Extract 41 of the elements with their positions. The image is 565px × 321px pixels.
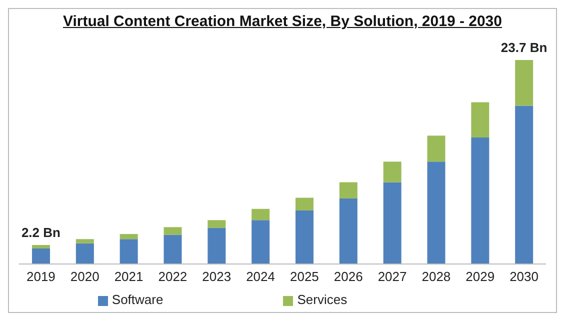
annotation: 23.7 Bn (500, 40, 548, 55)
bar (76, 243, 94, 264)
bar (515, 60, 534, 106)
x-tick-label: 2028 (422, 269, 451, 284)
bar (120, 234, 138, 240)
bar (208, 220, 226, 228)
bar (339, 182, 358, 199)
legend-label: Software (112, 292, 164, 307)
bar (164, 227, 182, 235)
bar (471, 138, 490, 264)
chart-title: Virtual Content Creation Market Size, By Solution, 2019 - 2030 (62, 13, 503, 30)
x-tick-label: 2020 (70, 269, 100, 284)
bar (120, 239, 138, 264)
x-tick-label: 2026 (334, 269, 363, 284)
bar (208, 228, 226, 264)
bar (515, 106, 534, 264)
bar (383, 162, 402, 182)
bar (427, 162, 446, 264)
bar (32, 248, 50, 264)
x-tick-label: 2025 (290, 269, 319, 284)
bar (76, 239, 94, 244)
x-tick-label: 2024 (246, 269, 276, 284)
bar (427, 136, 446, 162)
bar (252, 220, 270, 264)
x-tick-label: 2030 (510, 269, 539, 284)
x-tick-label: 2027 (378, 269, 407, 284)
bar (296, 198, 314, 211)
x-tick-label: 2022 (158, 269, 188, 284)
x-tick-label: 2021 (114, 269, 144, 284)
annotation: 2.2 Bn (21, 225, 61, 240)
bar (252, 208, 270, 220)
x-tick-label: 2029 (466, 269, 495, 284)
x-tick-label: 2023 (202, 269, 232, 284)
legend-label: Services (297, 292, 348, 307)
bar (339, 198, 358, 264)
bar (471, 102, 490, 138)
bar (32, 245, 50, 248)
bar (164, 234, 182, 264)
x-tick-label: 2019 (26, 269, 56, 284)
bar (296, 210, 314, 264)
bar (383, 182, 402, 264)
